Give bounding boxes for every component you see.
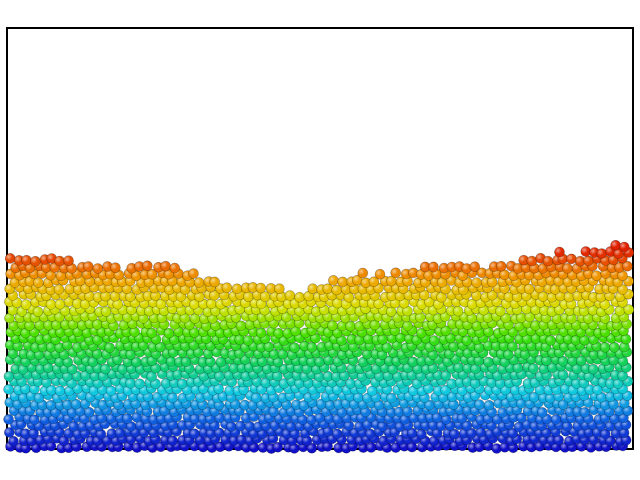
particle-highlight	[537, 407, 547, 417]
particle-highlight	[290, 343, 300, 353]
particle-highlight	[147, 328, 157, 338]
particle-highlight	[46, 299, 56, 309]
particle-highlight	[562, 263, 572, 273]
particle-highlight	[194, 278, 204, 288]
particle-highlight	[496, 261, 506, 271]
particle-highlight	[83, 262, 93, 272]
particle-highlight	[524, 284, 534, 294]
particle-highlight	[583, 256, 593, 266]
particle-highlight	[483, 357, 493, 367]
particle-highlight	[168, 393, 178, 403]
particle-highlight	[315, 357, 325, 367]
particle-highlight	[328, 321, 338, 331]
particle-highlight	[210, 277, 220, 287]
particle-highlight	[403, 321, 413, 331]
particle-highlight	[30, 256, 40, 266]
particle-highlight	[33, 307, 43, 317]
particle-highlight	[189, 269, 199, 279]
particle-highlight	[295, 292, 305, 302]
particle-highlight	[564, 292, 574, 302]
particle-highlight	[408, 357, 418, 367]
particle-highlight	[597, 249, 607, 259]
particle-highlight	[222, 283, 232, 293]
particle-highlight	[551, 414, 561, 424]
particle-highlight	[135, 379, 145, 389]
particle-highlight	[64, 256, 74, 266]
particle-highlight	[33, 278, 43, 288]
particle-highlight	[391, 268, 401, 278]
particle-highlight	[285, 291, 295, 301]
particle-highlight	[274, 328, 284, 338]
particle-highlight	[543, 256, 553, 266]
particle-highlight	[619, 242, 629, 252]
particle-highlight	[527, 256, 537, 266]
particle-highlight	[546, 335, 556, 345]
particle-highlight	[592, 271, 602, 281]
particle-highlight	[170, 263, 180, 273]
particle-highlight	[55, 386, 65, 396]
particle-highlight	[453, 306, 463, 316]
particle-highlight	[274, 284, 284, 294]
particle-highlight	[256, 283, 266, 293]
particle-highlight	[232, 284, 242, 294]
particle-highlight	[4, 414, 14, 424]
particle-highlight	[472, 278, 482, 288]
particle-highlight	[21, 300, 31, 310]
particle-highlight	[5, 253, 15, 263]
particle-highlight	[338, 277, 348, 287]
particle-highlight	[467, 299, 477, 309]
particle-highlight	[332, 429, 342, 439]
particle-highlight	[308, 284, 318, 294]
particle-highlight	[588, 364, 598, 374]
particle-highlight	[611, 240, 621, 250]
particle-highlight	[609, 342, 619, 352]
particle-highlight	[375, 269, 385, 279]
particle-highlight	[55, 299, 65, 309]
particle-highlight	[161, 261, 171, 271]
particle-highlight	[474, 400, 484, 410]
particle-highlight	[307, 342, 317, 352]
particle-highlight	[555, 247, 565, 257]
particle-highlight	[429, 336, 439, 346]
particle-highlight	[101, 307, 111, 317]
particle-highlight	[164, 328, 174, 338]
particle-highlight	[22, 255, 32, 265]
particle-highlight	[9, 436, 19, 446]
particle-highlight	[190, 429, 200, 439]
particle-highlight	[243, 292, 253, 302]
particle-highlight	[470, 262, 480, 272]
particle-highlight	[54, 285, 64, 295]
particle-highlight	[358, 268, 368, 278]
particle-highlight	[177, 379, 187, 389]
particle-highlight	[256, 328, 266, 338]
particle-highlight	[367, 386, 377, 396]
particle-highlight	[428, 262, 438, 272]
particle-highlight	[600, 342, 610, 352]
particle-highlight	[566, 254, 576, 264]
particle-highlight	[529, 364, 539, 374]
particle-highlight	[243, 336, 253, 346]
particle-highlight	[122, 414, 132, 424]
particle-highlight	[110, 263, 120, 273]
particle-highlight	[93, 264, 103, 274]
particle-highlight	[387, 393, 397, 403]
particle-highlight	[55, 256, 65, 266]
particle-highlight	[484, 400, 494, 410]
particle-highlight	[328, 275, 338, 285]
particle-highlight	[105, 343, 115, 353]
particle-highlight	[142, 261, 152, 271]
particle-highlight	[580, 407, 590, 417]
particle-highlight	[126, 378, 136, 388]
